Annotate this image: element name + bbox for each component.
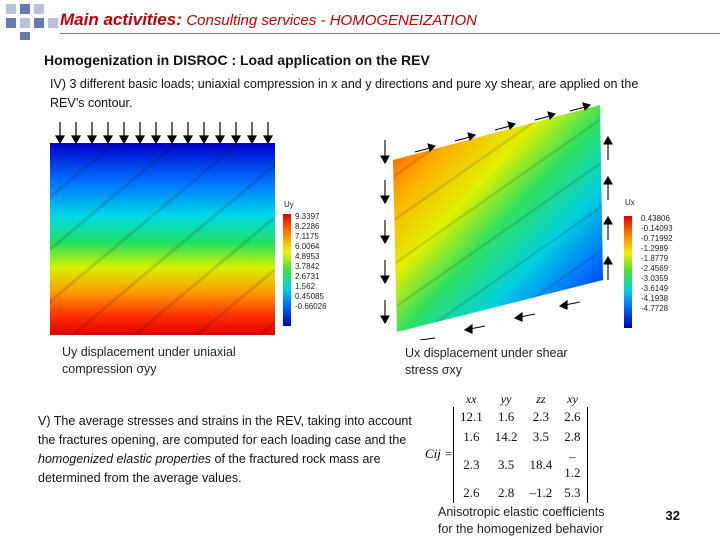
uy-displacement-map <box>50 143 275 335</box>
ux-legend-title: Ux <box>625 198 635 207</box>
uy-legend-labels: 9.3397 8.2286 7.1175 6.0064 4.8953 3.784… <box>295 212 327 311</box>
section-iv-text: IV) 3 different basic loads; uniaxial co… <box>50 77 639 110</box>
matrix-symbol: Cij = <box>425 446 453 461</box>
uy-legend-title: Uy <box>284 200 294 209</box>
uy-caption: Uy displacement under uniaxial compressi… <box>62 345 236 376</box>
matrix-caption: Anisotropic elastic coefficients for the… <box>438 505 605 536</box>
uy-legend: Uy 9.3397 8.2286 7.1175 6.0064 4.8953 3.… <box>283 200 343 335</box>
ux-caption: Ux displacement under shear stress σxy <box>405 346 568 377</box>
load-arrows-top <box>50 120 275 145</box>
slide-title-rest: Consulting services - HOMOGENEIZATION <box>186 12 477 29</box>
matrix-table: xx yy zz xy 12.1 1.6 2.3 2.6 1.6 14.2 3.5 2.8 2.3… <box>453 392 588 503</box>
ux-shear-map <box>375 100 615 341</box>
section-v-text: V) The average stresses and strains in t… <box>38 414 412 485</box>
slide-title: Main activities: Consulting services - H… <box>60 10 477 30</box>
ux-legend: Ux 0.43806 -0.14093 -0.71992 -1.2989 -1.… <box>624 198 684 333</box>
ux-legend-labels: 0.43806 -0.14093 -0.71992 -1.2989 -1.877… <box>641 214 673 313</box>
uy-colorbar <box>283 214 291 326</box>
header-rule <box>60 33 720 34</box>
subtitle: Homogenization in DISROC : Load applicat… <box>44 52 430 68</box>
decorative-squares <box>0 0 60 40</box>
ux-colorbar <box>624 216 632 328</box>
slide-title-main: Main activities: <box>60 10 182 29</box>
page-number: 32 <box>665 508 680 523</box>
